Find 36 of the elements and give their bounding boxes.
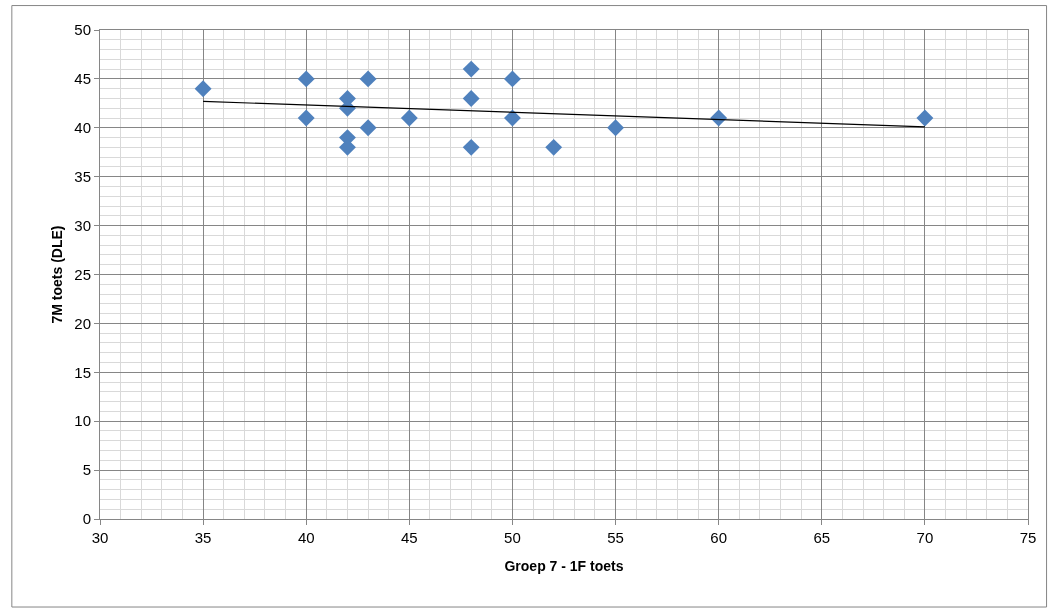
- y-tick-label: 20: [74, 314, 91, 332]
- point: [607, 119, 625, 137]
- point: [297, 109, 315, 127]
- y-tick-label: 15: [74, 363, 91, 381]
- point: [194, 80, 212, 98]
- x-tick-label: 75: [1019, 529, 1037, 546]
- x-tick-label: 40: [297, 529, 315, 546]
- point: [545, 138, 563, 156]
- point: [503, 70, 521, 88]
- y-tick-label: 50: [74, 21, 91, 39]
- point: [503, 109, 521, 127]
- x-tick-label: 65: [813, 529, 831, 546]
- y-tick-label: 40: [74, 119, 91, 137]
- y-tick-label: 45: [74, 70, 91, 88]
- x-tick-label: 45: [400, 529, 418, 546]
- x-tick-label: 60: [710, 529, 728, 546]
- y-tick-label: 0: [82, 510, 91, 528]
- point: [400, 109, 418, 127]
- y-tick-label: 30: [74, 216, 91, 234]
- y-axis-title: 7M toets (DLE): [49, 225, 65, 324]
- point: [297, 70, 315, 88]
- y-tick-label: 10: [74, 412, 91, 430]
- point: [359, 70, 377, 88]
- point: [462, 60, 480, 78]
- point: [462, 90, 480, 107]
- point: [916, 109, 934, 127]
- x-tick-label: 35: [194, 529, 212, 546]
- x-tick-label: 55: [607, 529, 624, 546]
- x-tick-label: 50: [504, 529, 521, 546]
- y-tick-label: 5: [82, 461, 91, 479]
- y-tick-label: 35: [74, 167, 91, 185]
- x-axis-title: Groep 7 - 1F toets: [504, 558, 624, 574]
- point: [359, 119, 377, 137]
- y-tick-label: 25: [74, 265, 91, 283]
- point: [462, 138, 480, 156]
- x-tick-label: 70: [916, 529, 934, 546]
